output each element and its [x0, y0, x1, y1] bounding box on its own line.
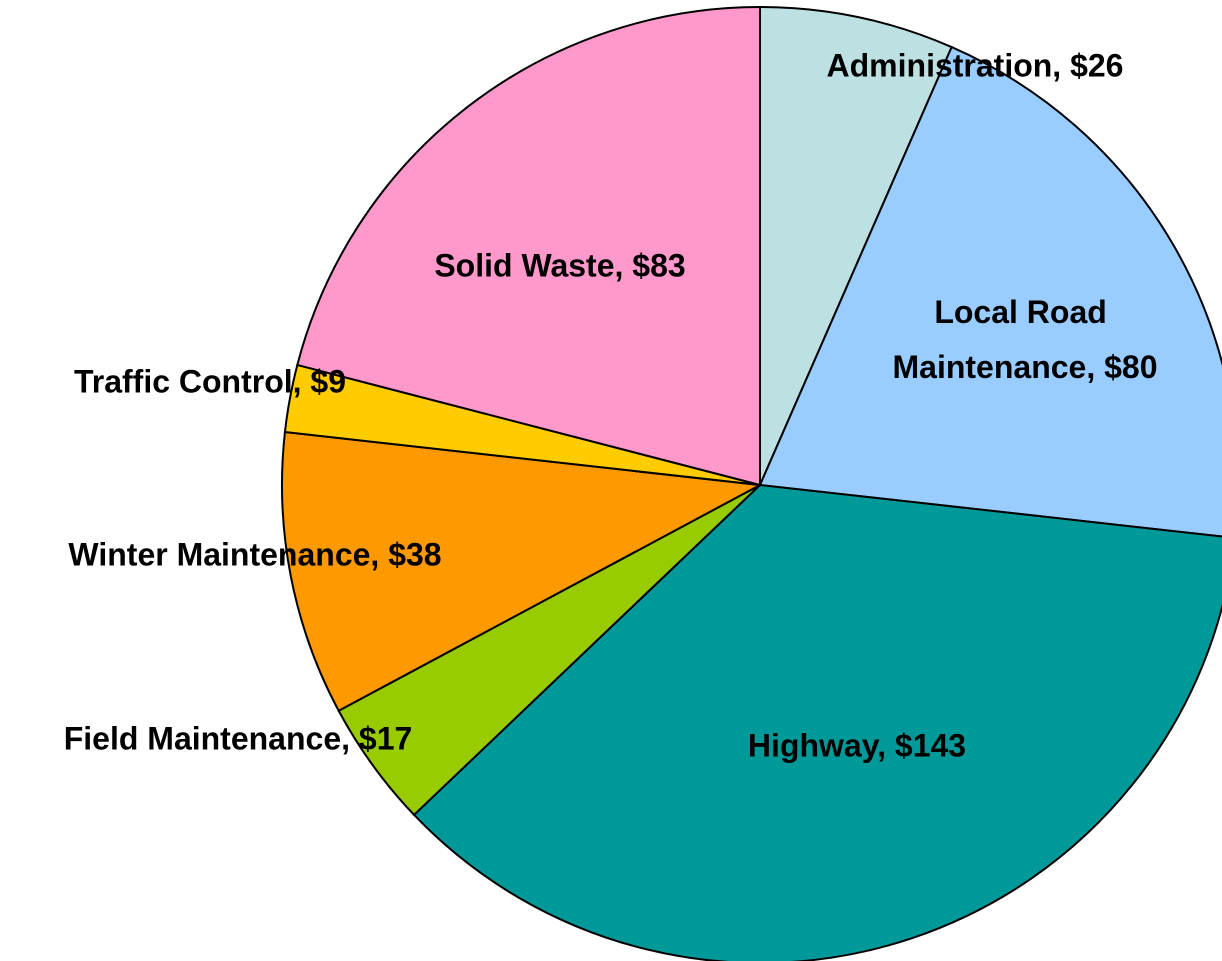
data-label: Administration, $26: [827, 47, 1124, 83]
pie-slice: [412, 483, 1222, 961]
pie-slice: [296, 5, 761, 487]
pie-slice: [758, 45, 1222, 538]
data-label: Local Road Maintenance, $80: [893, 294, 1158, 385]
data-label: Winter Maintenance, $38: [68, 536, 441, 572]
data-label: Field Maintenance, $17: [64, 720, 413, 756]
labels: Administration, $26 Local Road Maintenanc…: [64, 47, 1158, 763]
pie-slice: [759, 5, 953, 486]
label-line: Local Road: [934, 294, 1115, 330]
data-label: Highway, $143: [748, 727, 966, 763]
label-line: Maintenance, $80: [893, 349, 1158, 385]
slices: [281, 5, 1222, 961]
data-label: Solid Waste, $83: [434, 247, 685, 283]
pie-slice: [281, 430, 764, 713]
data-label: Traffic Control, $9: [74, 363, 346, 399]
